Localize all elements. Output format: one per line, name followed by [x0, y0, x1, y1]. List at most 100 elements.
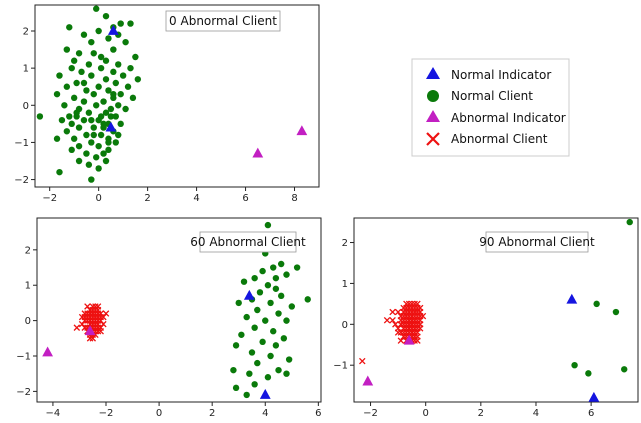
normal-client-point: [61, 102, 68, 109]
normal-client-point: [270, 328, 277, 335]
normal-client-point: [80, 31, 88, 38]
x-tick-label: 6: [588, 408, 594, 419]
plot-frame: [353, 217, 639, 403]
normal-client-point: [267, 299, 274, 307]
normal-client-point: [293, 264, 301, 271]
x-tick-label: 2: [209, 408, 215, 419]
abnormal-client-point: [102, 310, 110, 317]
normal-client-point: [68, 120, 75, 128]
plot-frame: [34, 4, 320, 188]
x-tick-label: 2: [478, 408, 484, 419]
normal-client-point: [95, 83, 102, 90]
normal-client-point: [232, 342, 240, 349]
normal-client-point: [246, 370, 253, 377]
normal-client-point: [275, 310, 282, 317]
normal-client-point: [277, 292, 285, 300]
y-tick-label: 2: [25, 245, 31, 256]
normal-client-point: [585, 370, 592, 377]
normal-client-point: [90, 131, 97, 139]
y-tick-label: 1: [23, 64, 29, 75]
abnormal-client-point: [405, 304, 413, 312]
normal-client-point: [593, 300, 600, 308]
normal-client-point: [283, 271, 290, 278]
normal-client-point: [85, 161, 93, 168]
y-tick-label: −2: [14, 175, 29, 186]
normal-client-point: [127, 20, 134, 27]
normal-client-point: [68, 64, 75, 72]
normal-client-point: [256, 289, 264, 296]
abnormal-client-point: [81, 324, 89, 331]
normal-client-point: [117, 20, 124, 27]
abnormal-client-point: [389, 308, 396, 316]
abnormal-client-point: [397, 316, 405, 324]
plot-marks: [42, 221, 311, 399]
normal-client-point: [243, 313, 250, 321]
normal-client-point: [88, 139, 95, 146]
abnormal-client-point: [414, 325, 421, 332]
abnormal-client-point: [414, 308, 421, 316]
abnormal-client-point: [89, 303, 96, 310]
normal-client-point: [73, 109, 80, 116]
abnormal-indicator-point: [362, 375, 374, 386]
legend: Normal Indicator Normal Client Abnormal …: [411, 58, 570, 157]
y-tick-label: −1: [333, 361, 348, 372]
normal-client-point: [107, 105, 115, 113]
normal-client-point: [612, 308, 620, 316]
normal-client-point: [119, 72, 127, 79]
legend-label: Abnormal Indicator: [451, 111, 566, 125]
normal-client-point: [105, 146, 112, 154]
legend-circle-icon: [427, 90, 439, 102]
normal-indicator-point: [107, 25, 119, 35]
normal-client-point: [58, 116, 66, 124]
abnormal-client-point: [97, 313, 104, 321]
chart-panel-60-abnormal: −4 −2 0 2 4 6 −2 −1 0 1 2 60 Abnormal Client: [16, 217, 322, 419]
normal-client-point: [56, 168, 63, 176]
normal-client-point: [272, 274, 280, 282]
normal-client-point: [115, 61, 122, 68]
abnormal-client-point: [411, 316, 418, 324]
x-tick-label: 0: [95, 193, 101, 204]
normal-client-point: [93, 154, 100, 161]
normal-client-point: [112, 113, 119, 120]
normal-client-point: [95, 27, 102, 35]
normal-client-point: [88, 176, 95, 183]
normal-client-point: [83, 87, 90, 94]
normal-client-point: [275, 366, 282, 374]
title-box: [485, 231, 589, 253]
abnormal-client-point: [397, 337, 405, 344]
abnormal-client-point: [414, 333, 421, 340]
x-tick-label: 6: [242, 193, 248, 204]
normal-client-point: [262, 317, 269, 324]
normal-client-point: [75, 50, 83, 57]
plot-marks: [36, 5, 308, 183]
normal-client-point: [621, 366, 628, 373]
normal-client-point: [117, 90, 124, 98]
normal-client-point: [36, 113, 44, 120]
y-tick-label: 2: [23, 27, 29, 38]
normal-client-point: [83, 131, 90, 139]
abnormal-client-point: [394, 325, 402, 332]
x-tick-label: 4: [193, 193, 199, 204]
normal-client-point: [254, 306, 261, 314]
abnormal-client-point: [400, 329, 407, 336]
abnormal-client-point: [100, 320, 107, 328]
abnormal-client-point: [411, 308, 418, 316]
normal-client-point: [112, 139, 119, 146]
abnormal-indicator-point: [84, 325, 96, 336]
abnormal-client-point: [359, 357, 366, 365]
y-tick-label: −1: [16, 352, 31, 363]
normal-client-point: [254, 359, 261, 367]
x-tick-label: 2: [144, 193, 150, 204]
abnormal-client-point: [403, 325, 410, 332]
normal-client-point: [100, 98, 107, 105]
normal-client-point: [259, 267, 266, 275]
y-tick-label: 1: [25, 281, 31, 292]
normal-client-point: [63, 128, 71, 135]
normal-client-point: [102, 157, 110, 165]
legend-triangle-icon: [426, 110, 440, 122]
legend-triangle-icon: [426, 67, 440, 79]
normal-client-point: [240, 278, 248, 285]
abnormal-client-point: [400, 304, 407, 312]
y-tick-label: −1: [14, 138, 29, 149]
legend-frame: [411, 58, 570, 157]
